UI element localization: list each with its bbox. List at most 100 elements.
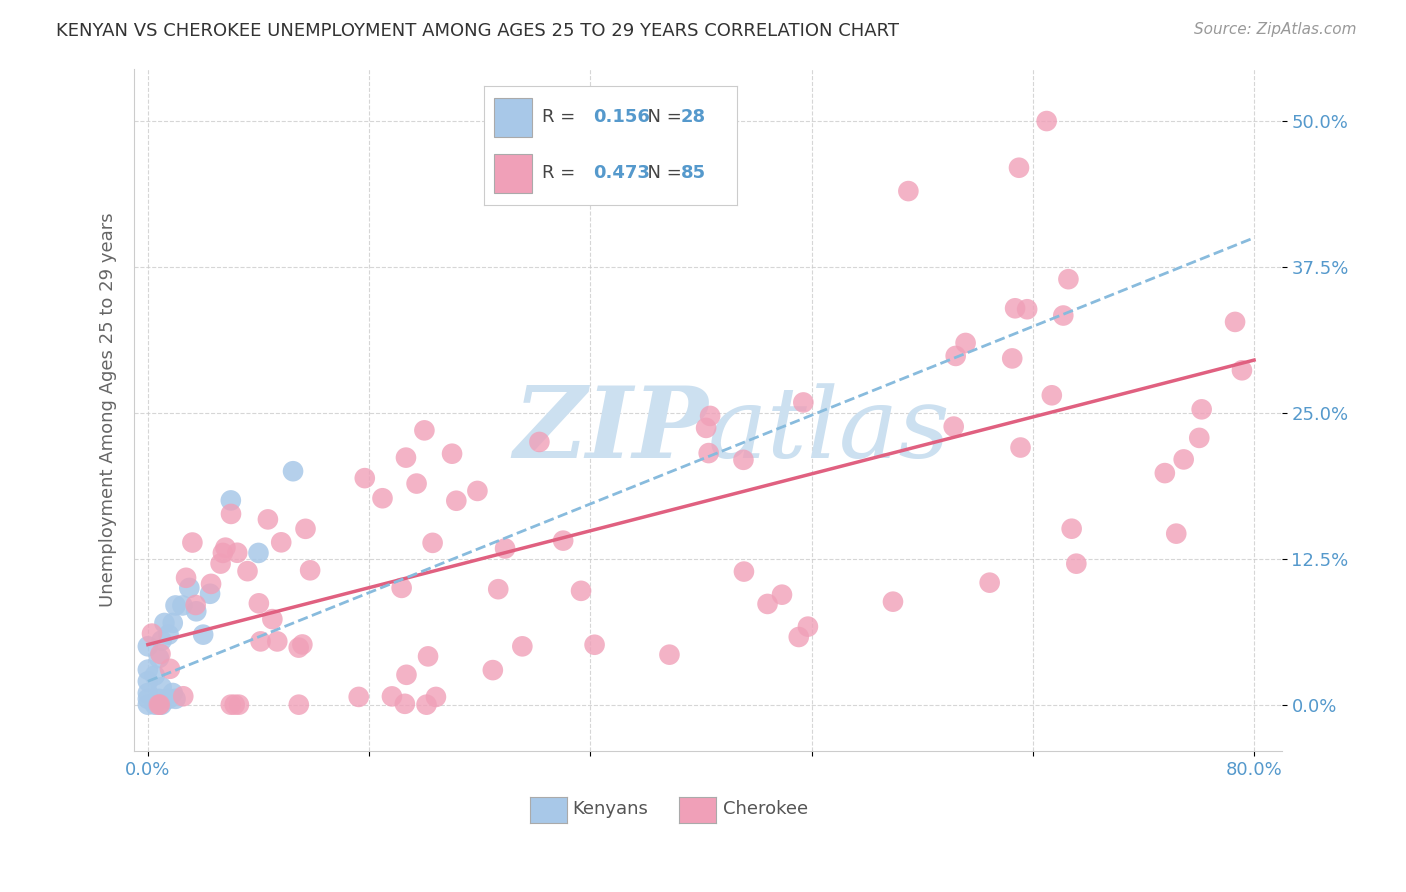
Point — [172, 690, 194, 704]
Point — [214, 541, 236, 555]
Point — [1010, 441, 1032, 455]
Point — [165, 599, 187, 613]
Point — [143, 668, 166, 682]
Text: KENYAN VS CHEROKEE UNEMPLOYMENT AMONG AGES 25 TO 29 YEARS CORRELATION CHART: KENYAN VS CHEROKEE UNEMPLOYMENT AMONG AG… — [56, 22, 900, 40]
Point — [294, 522, 316, 536]
Point — [1166, 526, 1188, 541]
Point — [136, 674, 159, 689]
Point — [695, 421, 717, 435]
Point — [249, 634, 271, 648]
Point — [897, 184, 920, 198]
Point — [226, 546, 249, 560]
Point — [136, 698, 159, 712]
Point — [179, 581, 201, 595]
Point — [157, 627, 180, 641]
Point — [212, 546, 235, 560]
Point — [270, 535, 292, 549]
Point — [441, 447, 464, 461]
Point — [787, 630, 810, 644]
Point — [136, 663, 159, 677]
Point — [797, 619, 820, 633]
Point — [288, 698, 311, 712]
Point — [882, 595, 904, 609]
Point — [1052, 309, 1074, 323]
Point — [353, 471, 375, 485]
Point — [262, 612, 284, 626]
Point — [228, 698, 250, 712]
Point — [174, 571, 197, 585]
Point — [979, 575, 1001, 590]
Point — [733, 565, 755, 579]
Point — [381, 690, 404, 704]
Point — [756, 597, 779, 611]
Point — [658, 648, 681, 662]
Point — [198, 587, 221, 601]
Point — [165, 691, 187, 706]
Text: Cherokee: Cherokee — [723, 800, 808, 818]
Point — [191, 627, 214, 641]
Point — [733, 452, 755, 467]
Point — [1173, 452, 1195, 467]
Point — [148, 651, 170, 665]
Point — [512, 640, 534, 654]
Point — [405, 476, 427, 491]
Point — [186, 604, 208, 618]
Point — [770, 588, 793, 602]
Point — [148, 691, 170, 706]
Point — [446, 493, 468, 508]
Point — [1230, 363, 1253, 377]
Point — [172, 599, 194, 613]
Point — [257, 512, 280, 526]
Point — [181, 535, 204, 549]
Point — [467, 483, 489, 498]
Point — [1066, 557, 1088, 571]
Point — [1188, 431, 1211, 445]
Point — [553, 533, 575, 548]
Point — [422, 536, 444, 550]
Point — [224, 698, 246, 712]
Point — [281, 464, 304, 478]
Point — [162, 615, 184, 630]
Point — [391, 581, 413, 595]
Point — [395, 668, 418, 682]
Point — [792, 395, 814, 409]
Point — [347, 690, 370, 704]
Point — [395, 450, 418, 465]
Point — [955, 335, 977, 350]
Point — [413, 423, 436, 437]
Text: ZIP: ZIP — [513, 382, 707, 479]
Point — [425, 690, 447, 704]
Point — [153, 615, 176, 630]
Point — [583, 638, 606, 652]
Point — [219, 493, 242, 508]
Point — [394, 697, 416, 711]
Point — [209, 557, 232, 571]
Point — [136, 691, 159, 706]
Point — [1035, 114, 1057, 128]
Y-axis label: Unemployment Among Ages 25 to 29 years: Unemployment Among Ages 25 to 29 years — [100, 212, 117, 607]
Point — [149, 647, 172, 661]
Point — [482, 663, 505, 677]
Point — [141, 626, 163, 640]
Point — [416, 649, 439, 664]
Point — [697, 446, 720, 460]
Point — [157, 691, 180, 706]
Point — [415, 698, 437, 712]
Text: Kenyans: Kenyans — [572, 800, 648, 818]
Point — [569, 583, 592, 598]
Text: Source: ZipAtlas.com: Source: ZipAtlas.com — [1194, 22, 1357, 37]
Point — [1060, 522, 1083, 536]
Point — [200, 577, 222, 591]
Point — [150, 680, 173, 694]
Point — [247, 546, 270, 560]
Point — [150, 698, 173, 712]
Point — [143, 698, 166, 712]
Point — [1017, 302, 1039, 317]
Point — [1153, 466, 1175, 480]
Point — [494, 541, 516, 556]
Point — [1004, 301, 1026, 316]
Point — [219, 507, 242, 521]
Point — [291, 638, 314, 652]
Point — [529, 434, 551, 449]
Point — [486, 582, 509, 597]
